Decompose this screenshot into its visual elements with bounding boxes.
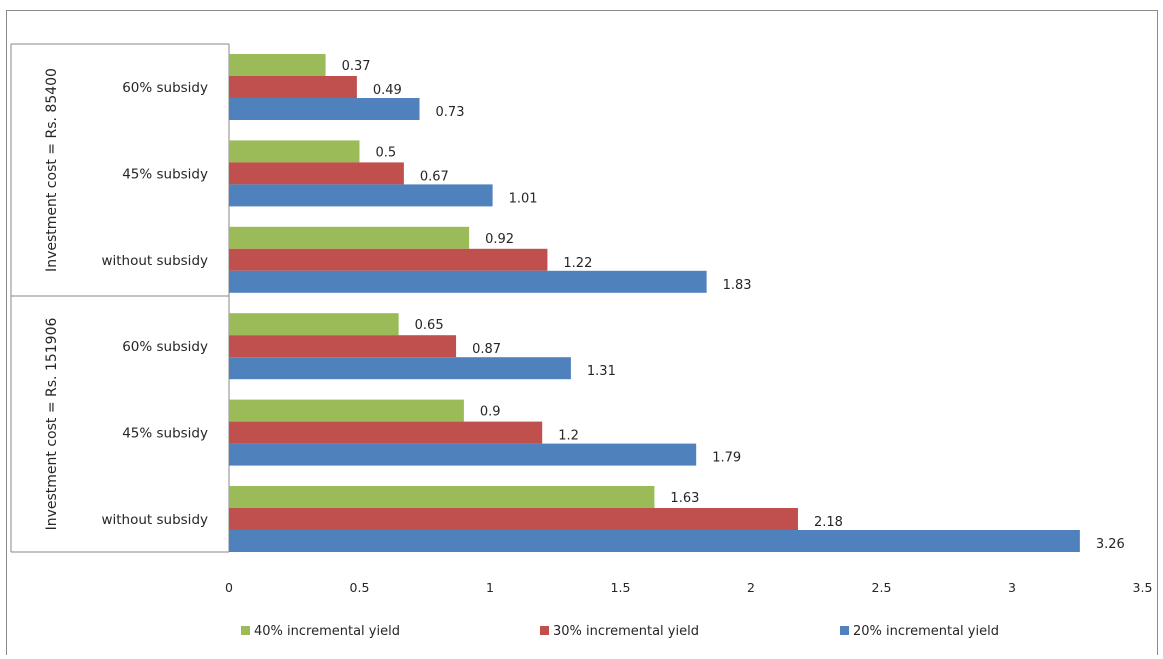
data-label: 1.63 [670,491,699,506]
bar-20-incremental-yield [229,357,571,380]
bar-30-incremental-yield [229,248,548,271]
legend-label: 20% incremental yield [853,624,999,639]
data-label: 2.18 [814,515,843,530]
x-tick-label: 0 [225,580,233,595]
data-label: 0.73 [436,105,465,120]
data-label: 1.01 [509,191,538,206]
legend-swatch [540,626,549,635]
data-label: 0.9 [480,405,501,420]
x-tick-label: 0.5 [350,580,370,595]
data-label: 0.92 [485,232,514,247]
bar-30-incremental-yield [229,335,457,358]
x-tick-label: 2.5 [872,580,892,595]
category-label: 45% subsidy [122,426,208,442]
bar-30-incremental-yield [229,162,404,185]
chart-frame [6,10,1158,655]
data-label: 1.83 [723,278,752,293]
bar-40-incremental-yield [229,54,326,76]
x-tick-label: 1.5 [611,580,631,595]
bar-20-incremental-yield [229,98,420,120]
data-label: 0.65 [415,318,444,333]
x-tick-label: 1 [486,580,494,595]
legend-label: 30% incremental yield [553,624,699,639]
legend-swatch [241,626,250,635]
category-label: 45% subsidy [122,166,208,182]
bar-20-incremental-yield [229,530,1080,552]
data-label: 0.87 [472,342,501,357]
legend-label: 40% incremental yield [254,624,400,639]
bar-30-incremental-yield [229,508,798,530]
category-label: 60% subsidy [122,80,208,96]
x-tick-label: 3 [1008,580,1016,595]
category-label: without subsidy [101,253,208,269]
data-label: 1.79 [712,451,741,466]
data-label: 0.37 [342,59,371,74]
category-label: without subsidy [101,512,208,528]
data-label: 0.67 [420,169,449,184]
category-label: 60% subsidy [122,339,208,355]
bar-30-incremental-yield [229,76,357,98]
data-label: 0.49 [373,83,402,98]
legend-swatch [840,626,849,635]
data-label: 1.2 [558,429,579,444]
bar-20-incremental-yield [229,184,493,207]
x-tick-label: 2 [747,580,755,595]
bar-40-incremental-yield [229,313,399,336]
bar-40-incremental-yield [229,399,464,422]
group-label: Investment cost = Rs. 151906 [44,318,60,531]
data-label: 1.31 [587,364,616,379]
bar-40-incremental-yield [229,226,470,249]
group-label: Investment cost = Rs. 85400 [44,68,60,272]
data-label: 1.22 [563,256,592,271]
data-label: 3.26 [1096,537,1125,552]
bar-20-incremental-yield [229,270,707,293]
bar-40-incremental-yield [229,486,655,508]
data-label: 0.5 [376,145,397,160]
bar-20-incremental-yield [229,443,697,466]
bar-30-incremental-yield [229,421,543,444]
x-tick-label: 3.5 [1133,580,1153,595]
bar-40-incremental-yield [229,140,360,163]
